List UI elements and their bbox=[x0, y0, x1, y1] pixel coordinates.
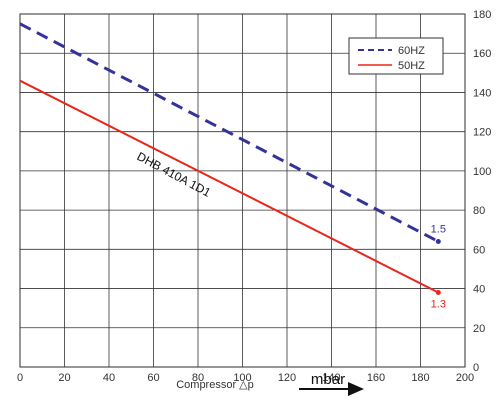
legend-label-60hz: 60HZ bbox=[398, 45, 425, 57]
x-tick-label: 80 bbox=[192, 372, 204, 384]
series-end-label-50hz: 1.3 bbox=[431, 298, 446, 310]
y-tick-label: 80 bbox=[473, 205, 485, 217]
x-tick-label: 0 bbox=[17, 372, 23, 384]
x-tick-label: 100 bbox=[233, 372, 251, 384]
x-tick-label: 20 bbox=[58, 372, 70, 384]
y-tick-label: 100 bbox=[473, 166, 491, 178]
x-tick-label: 160 bbox=[367, 372, 385, 384]
legend: 60HZ 50HZ bbox=[348, 37, 444, 75]
x-tick-label: 180 bbox=[411, 372, 429, 384]
x-axis-unit: mbar bbox=[311, 371, 345, 388]
series-group: 1.5 1.3 bbox=[19, 22, 446, 310]
y-tick-label: 140 bbox=[473, 87, 491, 99]
series-end-label-60hz: 1.5 bbox=[431, 223, 446, 235]
y-tick-label: 20 bbox=[473, 323, 485, 335]
x-tick-label: 60 bbox=[147, 372, 159, 384]
series-line-50hz bbox=[19, 79, 439, 294]
y-axis: 0 20 40 60 80 100 120 140 160 180 bbox=[473, 9, 491, 374]
y-tick-label: 160 bbox=[473, 48, 491, 60]
x-axis-label: Compressor △p bbox=[176, 379, 254, 391]
x-tick-label: 120 bbox=[278, 372, 296, 384]
series-end-point-60hz bbox=[435, 238, 441, 244]
unit-arrow-head bbox=[348, 382, 364, 396]
y-tick-label: 0 bbox=[473, 362, 479, 374]
y-tick-label: 40 bbox=[473, 284, 485, 296]
x-tick-label: 140 bbox=[322, 372, 340, 384]
x-axis: 0 20 40 60 80 100 120 140 160 180 200 bbox=[17, 372, 474, 384]
x-tick-label: 200 bbox=[456, 372, 474, 384]
legend-label-50hz: 50HZ bbox=[398, 60, 425, 72]
y-tick-label: 120 bbox=[473, 127, 491, 139]
series-end-point-50hz bbox=[435, 289, 441, 295]
legend-box bbox=[348, 37, 444, 75]
x-tick-label: 40 bbox=[103, 372, 115, 384]
y-tick-label: 60 bbox=[473, 244, 485, 256]
y-tick-label: 180 bbox=[473, 9, 491, 21]
series-line-60hz bbox=[19, 22, 439, 243]
